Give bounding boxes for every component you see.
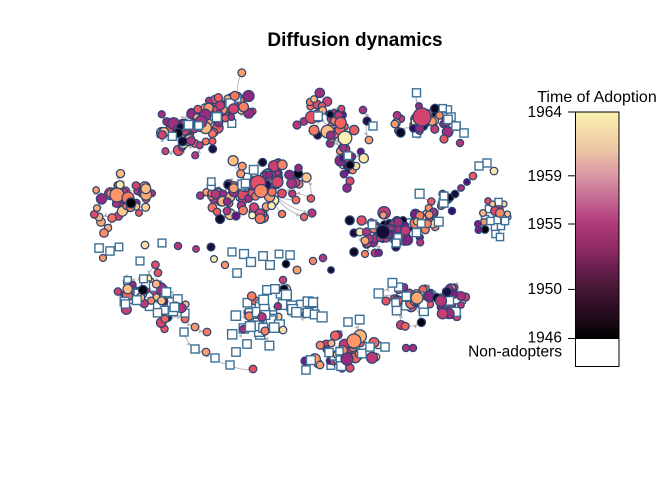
svg-text:1950: 1950 [528,281,563,298]
svg-text:Diffusion dynamics: Diffusion dynamics [267,30,442,51]
svg-text:Non-adopters: Non-adopters [468,344,562,361]
svg-text:1946: 1946 [528,330,562,347]
svg-text:Time of Adoption: Time of Adoption [537,89,656,106]
svg-text:1964: 1964 [528,104,563,121]
svg-text:1955: 1955 [528,216,562,233]
svg-text:1959: 1959 [528,168,562,185]
